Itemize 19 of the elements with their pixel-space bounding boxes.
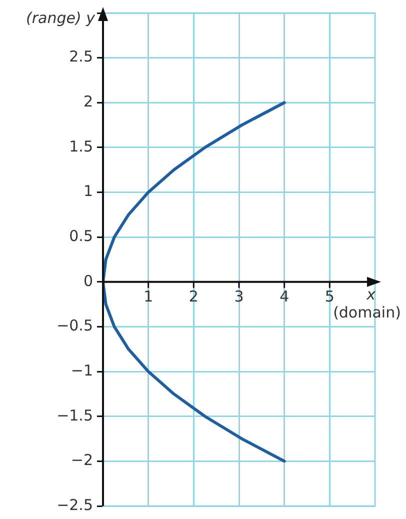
x-axis-title: x [366,285,376,304]
y-tick-label: −1 [70,361,93,380]
x-tick-label: 2 [188,287,198,306]
y-tick-label: 2.5 [69,48,93,66]
x-tick-label: 1 [144,287,154,306]
y-tick-label: −0.5 [56,316,93,335]
y-tick-label: 0 [83,272,93,290]
y-tick-label: 1.5 [69,137,93,156]
y-tick-label: −2 [70,451,93,470]
annotation: (domain) [333,303,401,322]
y-tick-label: −1.5 [56,406,93,424]
y-tick-label: 0.5 [69,226,93,245]
x-tick-label: 4 [280,287,290,306]
x-tick-label: 3 [234,287,244,306]
y-tick-label: −2.5 [56,496,93,514]
y-tick-label: 1 [83,182,93,200]
y-tick-label: 2 [83,92,93,111]
y-axis-title: (range) y [26,8,96,27]
x-tick-label: 5 [324,287,334,306]
